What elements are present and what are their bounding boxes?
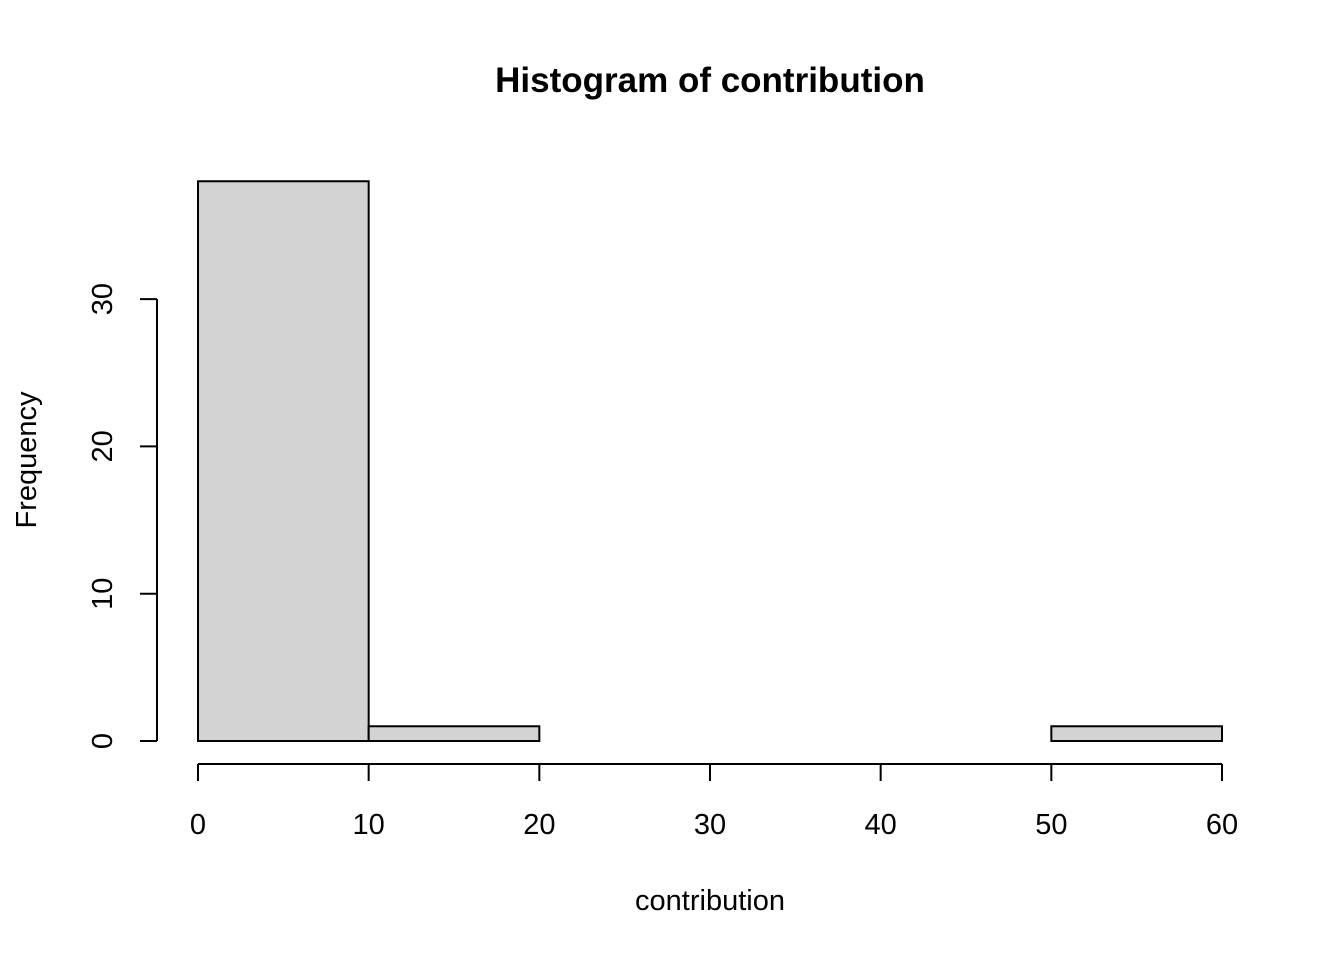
y-axis-label: Frequency — [11, 391, 43, 529]
y-tick-label-0: 0 — [87, 733, 119, 749]
x-tick-label-30: 30 — [694, 809, 726, 841]
histogram-bar-50-60 — [1050, 725, 1224, 743]
bars-group — [197, 180, 1224, 743]
y-tick-label-20: 20 — [87, 430, 119, 462]
x-tick-label-50: 50 — [1035, 809, 1067, 841]
y-tick-label-30: 30 — [87, 283, 119, 315]
y-tick-label-10: 10 — [87, 578, 119, 610]
histogram-bar-10-20 — [367, 725, 541, 743]
x-tick-label-20: 20 — [523, 809, 555, 841]
x-tick-label-60: 60 — [1206, 809, 1238, 841]
x-tick-label-10: 10 — [353, 809, 385, 841]
x-axis-label: contribution — [635, 885, 785, 917]
x-axis: 0 10 20 30 40 50 60 — [190, 763, 1238, 841]
x-tick-label-40: 40 — [865, 809, 897, 841]
histogram-bar-0-10 — [197, 180, 370, 742]
x-tick-label-0: 0 — [190, 809, 206, 841]
chart-title: Histogram of contribution — [495, 61, 925, 100]
y-axis: 0 10 20 30 — [87, 283, 158, 749]
